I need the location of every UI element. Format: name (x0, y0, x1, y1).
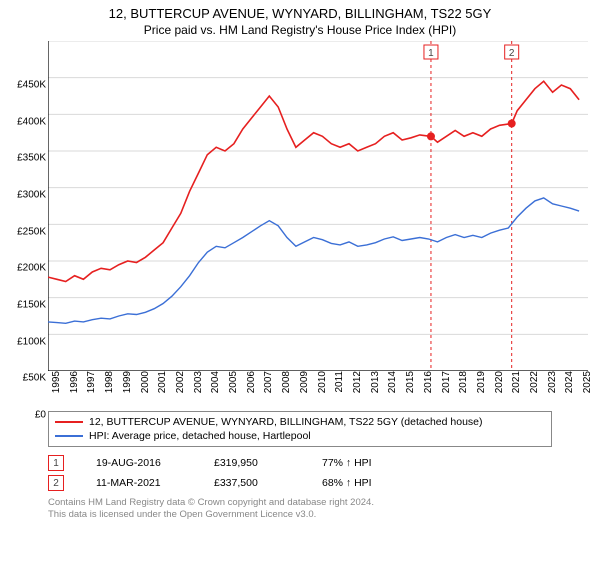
y-tick-label: £0 (4, 410, 46, 421)
x-tick-label: 2001 (157, 371, 168, 401)
sale-date: 19-AUG-2016 (96, 457, 186, 469)
x-tick-label: 2002 (175, 371, 186, 401)
svg-text:2: 2 (509, 48, 515, 59)
x-tick-label: 1998 (104, 371, 115, 401)
svg-text:1: 1 (428, 48, 434, 59)
sale-row: 2 11-MAR-2021 £337,500 68% ↑ HPI (48, 473, 552, 493)
x-tick-label: 2008 (281, 371, 292, 401)
x-tick-label: 2000 (140, 371, 151, 401)
x-tick-label: 2017 (441, 371, 452, 401)
x-tick-label: 2023 (547, 371, 558, 401)
legend-item: HPI: Average price, detached house, Hart… (55, 429, 545, 443)
y-tick-label: £100K (4, 336, 46, 347)
y-tick-label: £150K (4, 300, 46, 311)
x-tick-label: 2007 (263, 371, 274, 401)
x-tick-label: 2009 (299, 371, 310, 401)
x-tick-label: 2005 (228, 371, 239, 401)
sale-marker-box: 1 (48, 455, 64, 471)
x-tick-label: 2021 (511, 371, 522, 401)
x-tick-label: 2003 (193, 371, 204, 401)
x-axis-labels: 1995 1996 1997 1998 1999 2000 2001 2002 2003 2004… (48, 371, 588, 407)
sales-table: 1 19-AUG-2016 £319,950 77% ↑ HPI 2 11-MAR-202… (48, 453, 552, 493)
x-tick-label: 1996 (69, 371, 80, 401)
sale-price: £337,500 (214, 477, 294, 489)
x-tick-label: 2013 (370, 371, 381, 401)
legend-swatch (55, 435, 83, 437)
x-tick-label: 2019 (476, 371, 487, 401)
y-axis-labels: £0£50K£100K£150K£200K£250K£300K£350K£400… (4, 85, 46, 415)
y-tick-label: £400K (4, 116, 46, 127)
x-tick-label: 2025 (582, 371, 593, 401)
x-tick-label: 2006 (246, 371, 257, 401)
sale-marker-box: 2 (48, 475, 64, 491)
chart-svg: 12 (48, 41, 588, 371)
sale-date: 11-MAR-2021 (96, 477, 186, 489)
x-tick-label: 2018 (458, 371, 469, 401)
legend-label: 12, BUTTERCUP AVENUE, WYNYARD, BILLINGHA… (89, 416, 483, 428)
x-tick-label: 2010 (317, 371, 328, 401)
sale-price: £319,950 (214, 457, 294, 469)
legend-label: HPI: Average price, detached house, Hart… (89, 430, 311, 442)
x-tick-label: 2016 (423, 371, 434, 401)
chart-title: 12, BUTTERCUP AVENUE, WYNYARD, BILLINGHA… (0, 6, 600, 21)
chart-subtitle: Price paid vs. HM Land Registry's House … (0, 23, 600, 37)
sale-hpi-note: 77% ↑ HPI (322, 457, 372, 469)
x-tick-label: 2022 (529, 371, 540, 401)
legend: 12, BUTTERCUP AVENUE, WYNYARD, BILLINGHA… (48, 411, 552, 447)
y-tick-label: £250K (4, 226, 46, 237)
sale-hpi-note: 68% ↑ HPI (322, 477, 372, 489)
x-tick-label: 2024 (564, 371, 575, 401)
footnote-line2: This data is licensed under the Open Gov… (48, 509, 552, 521)
y-tick-label: £350K (4, 153, 46, 164)
footnote: Contains HM Land Registry data © Crown c… (48, 497, 552, 521)
legend-item: 12, BUTTERCUP AVENUE, WYNYARD, BILLINGHA… (55, 415, 545, 429)
y-tick-label: £200K (4, 263, 46, 274)
y-tick-label: £50K (4, 373, 46, 384)
y-tick-label: £300K (4, 190, 46, 201)
sale-row: 1 19-AUG-2016 £319,950 77% ↑ HPI (48, 453, 552, 473)
x-tick-label: 1999 (122, 371, 133, 401)
x-tick-label: 1995 (51, 371, 62, 401)
x-tick-label: 2011 (334, 371, 345, 401)
x-tick-label: 2012 (352, 371, 363, 401)
footnote-line1: Contains HM Land Registry data © Crown c… (48, 497, 552, 509)
chart-area: 12 (48, 41, 588, 371)
x-tick-label: 1997 (86, 371, 97, 401)
y-tick-label: £450K (4, 80, 46, 91)
x-tick-label: 2020 (494, 371, 505, 401)
x-tick-label: 2014 (387, 371, 398, 401)
x-tick-label: 2015 (405, 371, 416, 401)
x-tick-label: 2004 (210, 371, 221, 401)
legend-swatch (55, 421, 83, 423)
